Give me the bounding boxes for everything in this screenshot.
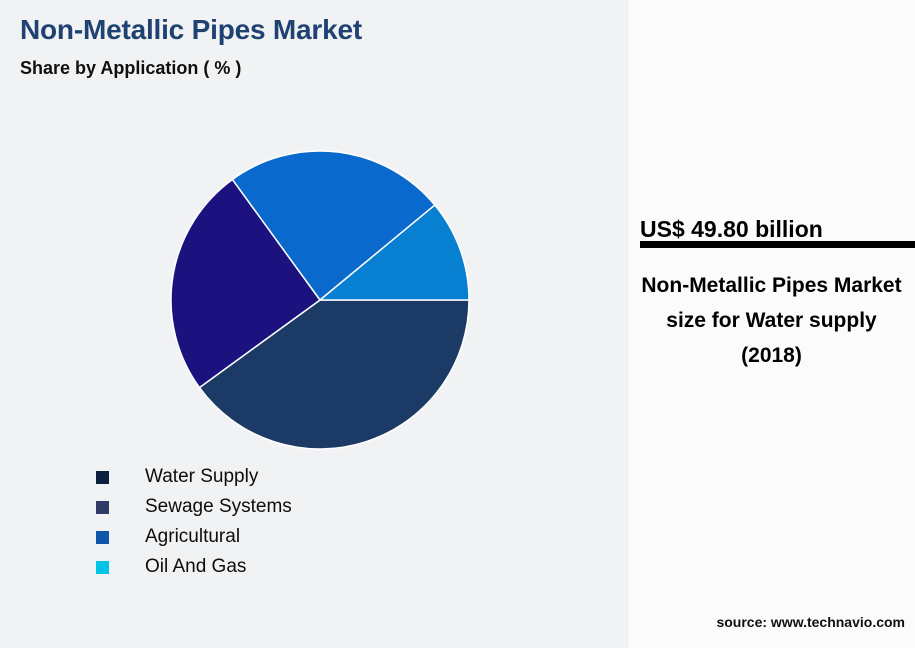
list-item[interactable]: Water Supply [96,462,516,492]
source-note: source: www.technavio.com [716,614,905,630]
legend-swatch-sewage-systems [96,500,109,514]
list-item[interactable]: Oil And Gas [96,552,516,582]
callout-rule [640,241,915,248]
panel-divider [622,0,628,648]
pie-slice[interactable] [317,203,470,301]
legend-label-sewage-systems: Sewage Systems [145,496,292,517]
legend-label-agricultural: Agricultural [145,526,241,547]
legend-swatch-water-supply [96,470,109,484]
callout-description: Non-Metallic Pipes Market size for Water… [641,274,902,367]
chart-subtitle: Share by Application ( % ) [20,58,242,78]
pie-slice[interactable] [198,299,470,450]
chart-left-panel: Non-Metallic Pipes Market Share by Appli… [20,14,516,582]
chart-legend: Water Supply Sewage Systems Agricultural… [96,462,516,582]
page-title: Non-Metallic Pipes Market [20,14,362,45]
callout-value: US$ 49.80 billion [640,216,823,242]
pie-chart-svg [170,150,470,450]
legend-label-water-supply: Water Supply [145,466,259,487]
legend-swatch-oil-and-gas [96,560,109,574]
legend-swatch-agricultural [96,530,109,544]
legend-label-oil-and-gas: Oil And Gas [145,556,247,577]
list-item[interactable]: Agricultural [96,522,516,552]
list-item[interactable]: Sewage Systems [96,492,516,522]
chart-right-panel: US$ 49.80 billion Non-Metallic Pipes Mar… [628,0,915,648]
pie-chart [170,150,470,450]
pie-slice[interactable] [231,150,436,302]
pie-slice[interactable] [170,178,322,389]
